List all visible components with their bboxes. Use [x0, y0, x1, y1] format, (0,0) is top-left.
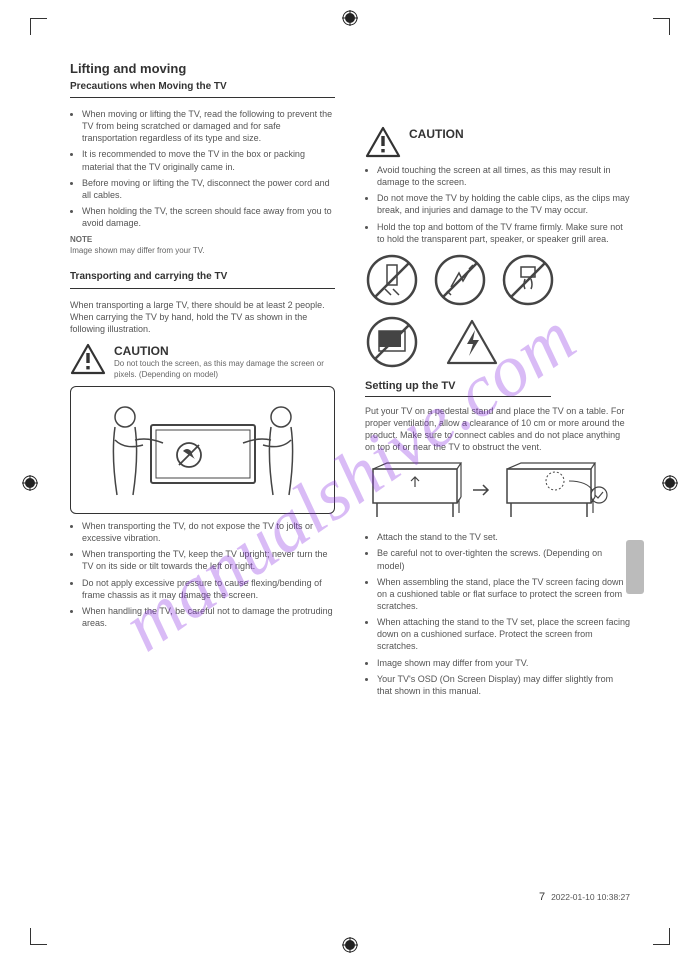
shock-warning-icon — [445, 318, 499, 366]
list-item: Hold the top and bottom of the TV frame … — [377, 221, 630, 245]
crop-mark-br — [653, 928, 670, 945]
precautions-subtitle: Precautions when Moving the TV — [70, 80, 335, 94]
table-step-1-icon — [365, 459, 465, 521]
two-person-carry-icon — [93, 395, 313, 505]
warning-triangle-icon — [70, 343, 106, 375]
carry-illustration — [70, 386, 335, 514]
crop-mark-bl — [30, 928, 47, 945]
left-column: Lifting and moving Precautions when Movi… — [70, 60, 335, 903]
no-water-icon — [501, 253, 555, 307]
list-item: When transporting the TV, do not expose … — [82, 520, 335, 544]
caution-row: CAUTION Do not touch the screen, as this… — [70, 343, 335, 380]
list-item: Before moving or lifting the TV, disconn… — [82, 177, 335, 201]
caution-label: CAUTION — [114, 343, 335, 359]
no-impact-icon — [433, 253, 487, 307]
caution-body: Do not touch the screen, as this may dam… — [114, 359, 335, 380]
side-tab — [626, 540, 644, 594]
caution-label: CAUTION — [409, 126, 464, 142]
warning-triangle-icon — [365, 126, 401, 158]
list-item: Be careful not to over-tighten the screw… — [377, 547, 630, 571]
registration-mark-right — [662, 475, 678, 491]
setup-list: Attach the stand to the TV set. Be caref… — [365, 531, 630, 697]
arrow-right-icon — [473, 484, 491, 496]
setup-heading: Setting up the TV — [365, 379, 630, 394]
lifting-heading: Lifting and moving — [70, 60, 335, 78]
note-label: NOTE — [70, 235, 335, 245]
right-caution-row: CAUTION — [365, 126, 630, 158]
prohibit-icon-row-1 — [365, 253, 630, 307]
registration-mark-bottom — [342, 937, 358, 953]
no-screen-touch-icon — [365, 315, 419, 369]
transport-rule — [70, 288, 335, 289]
right-column: CAUTION Avoid touching the screen at all… — [365, 60, 630, 903]
list-item: Do not move the TV by holding the cable … — [377, 192, 630, 216]
list-item: Image shown may differ from your TV. — [377, 657, 630, 669]
list-item: When attaching the stand to the TV set, … — [377, 616, 630, 652]
list-item: When transporting the TV, keep the TV up… — [82, 548, 335, 572]
no-push-icon — [365, 253, 419, 307]
crop-mark-tr — [653, 18, 670, 35]
list-item: Do not apply excessive pressure to cause… — [82, 577, 335, 601]
list-item: When handling the TV, be careful not to … — [82, 605, 335, 629]
registration-mark-left — [22, 475, 38, 491]
page-number: 7 — [539, 891, 545, 903]
transport-body: When transporting a large TV, there shou… — [70, 299, 335, 335]
list-item: Attach the stand to the TV set. — [377, 531, 630, 543]
setup-body: Put your TV on a pedestal stand and plac… — [365, 405, 630, 454]
list-item: When assembling the stand, place the TV … — [377, 576, 630, 612]
registration-mark-top — [342, 10, 358, 26]
prohibit-icon-row-2 — [365, 315, 630, 369]
list-item: Avoid touching the screen at all times, … — [377, 164, 630, 188]
table-step-2-icon — [499, 459, 609, 521]
setup-rule — [365, 396, 551, 397]
list-item: When moving or lifting the TV, read the … — [82, 108, 335, 144]
page-footer: 7 2022-01-10 10:38:27 — [70, 891, 630, 903]
list-item: Your TV's OSD (On Screen Display) may di… — [377, 673, 630, 697]
page-content: Lifting and moving Precautions when Movi… — [70, 60, 630, 903]
right-caution-list: Avoid touching the screen at all times, … — [365, 164, 630, 245]
precaution-list: When moving or lifting the TV, read the … — [70, 108, 335, 229]
footer-timestamp: 2022-01-10 10:38:27 — [551, 892, 630, 902]
note-body: Image shown may differ from your TV. — [70, 246, 335, 256]
list-item: When holding the TV, the screen should f… — [82, 205, 335, 229]
transport-title: Transporting and carrying the TV — [70, 270, 335, 284]
crop-mark-tl — [30, 18, 47, 35]
heading-rule — [70, 97, 335, 98]
setup-illustration-row — [365, 459, 630, 521]
carry-post-list: When transporting the TV, do not expose … — [70, 520, 335, 629]
list-item: It is recommended to move the TV in the … — [82, 148, 335, 172]
